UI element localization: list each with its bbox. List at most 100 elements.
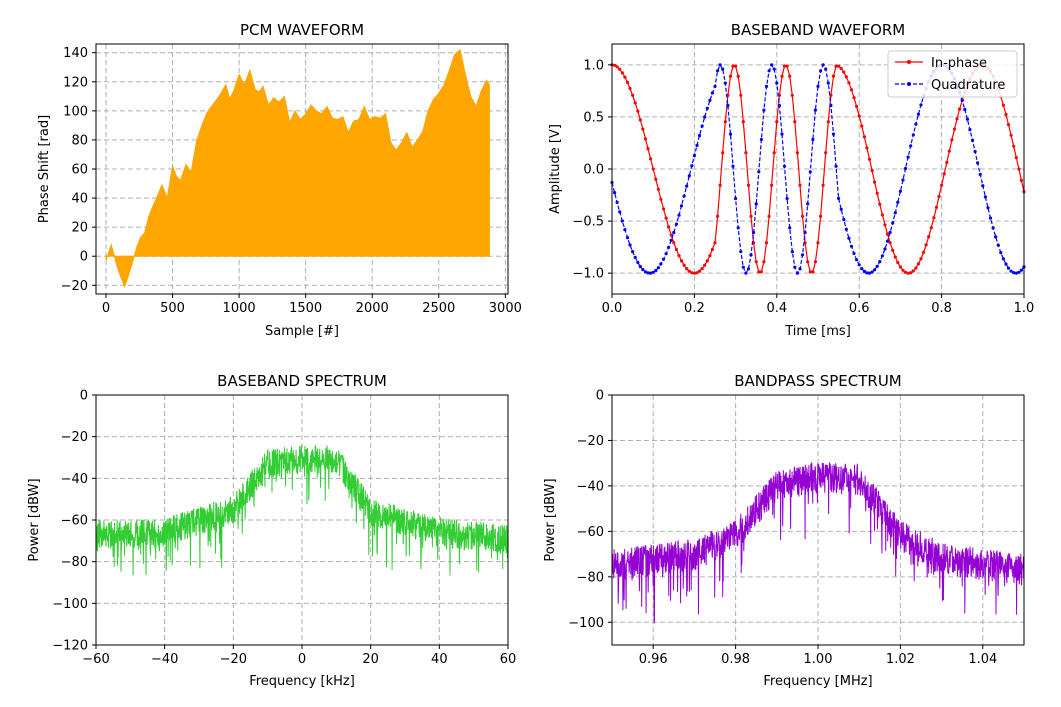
- baseband-waveform-xtick-label: 0.8: [931, 301, 952, 316]
- baseband-waveform-point-in-phase: [649, 157, 653, 161]
- baseband-waveform-point-quadrature: [960, 98, 964, 103]
- baseband-waveform-point-quadrature: [986, 206, 990, 210]
- pcm-waveform-area: [105, 48, 490, 289]
- pcm-waveform-xtick-label: 3000: [489, 301, 522, 316]
- baseband-waveform-point-quadrature: [880, 254, 885, 258]
- baseband-waveform-point-quadrature: [625, 236, 630, 240]
- baseband-waveform-point-in-phase: [903, 270, 908, 274]
- baseband-waveform-point-quadrature: [883, 247, 887, 251]
- baseband-waveform-point-in-phase: [958, 107, 962, 111]
- baseband-waveform-point-in-phase: [790, 93, 794, 97]
- baseband-waveform-point-in-phase: [942, 172, 946, 176]
- baseband-waveform-point-quadrature: [633, 255, 637, 259]
- baseband-waveform-point-quadrature: [685, 184, 689, 188]
- bandpass-spectrum-ytick-label: −20: [577, 434, 604, 449]
- baseband-waveform-point-in-phase: [744, 151, 748, 155]
- pcm-waveform-plot-area: [105, 48, 490, 289]
- baseband-waveform-point-in-phase: [741, 120, 745, 124]
- pcm-waveform-xtick-label: 0: [102, 301, 110, 316]
- baseband-waveform-point-in-phase: [679, 259, 684, 263]
- baseband-waveform-point-in-phase: [785, 64, 789, 68]
- baseband-waveform-point-in-phase: [618, 67, 622, 71]
- baseband-waveform-point-quadrature: [839, 207, 843, 211]
- baseband-waveform-point-in-phase: [749, 214, 753, 218]
- baseband-waveform-point-in-phase: [788, 74, 792, 78]
- baseband-waveform-point-quadrature: [813, 108, 818, 112]
- baseband-waveform-point-in-phase: [734, 64, 738, 68]
- baseband-waveform-point-in-phase: [831, 74, 836, 78]
- baseband-waveform-point-quadrature: [834, 164, 838, 168]
- baseband-waveform-ytick-label: 1.0: [583, 58, 604, 73]
- baseband-waveform-point-quadrature: [963, 107, 967, 112]
- bandpass-spectrum-xtick-label: 0.98: [721, 652, 750, 667]
- baseband-waveform-point-in-phase: [906, 271, 910, 275]
- baseband-waveform-point-quadrature: [1014, 271, 1018, 275]
- baseband-waveform-point-quadrature: [999, 251, 1003, 255]
- legend: In-phase Quadrature: [887, 50, 1018, 98]
- baseband-waveform-point-quadrature: [870, 270, 874, 274]
- baseband-waveform-point-in-phase: [947, 149, 951, 153]
- pcm-waveform-frame: [95, 43, 509, 295]
- baseband-waveform-point-in-phase: [849, 88, 854, 92]
- baseband-waveform-point-in-phase: [710, 247, 715, 252]
- baseband-waveform-point-quadrature: [800, 253, 805, 257]
- baseband-waveform-point-in-phase: [685, 267, 689, 271]
- baseband-waveform-point-quadrature: [628, 243, 632, 247]
- baseband-waveform-point-quadrature: [888, 230, 892, 235]
- baseband-waveform-point-quadrature: [901, 178, 905, 182]
- baseband-waveform-point-quadrature: [777, 103, 782, 108]
- baseband-waveform-point-quadrature: [759, 137, 764, 142]
- baseband-waveform-point-quadrature: [824, 67, 828, 71]
- baseband-waveform-point-quadrature: [656, 266, 661, 270]
- baseband-waveform-point-quadrature: [716, 69, 720, 73]
- baseband-spectrum-ytick-label: −20: [61, 430, 88, 445]
- baseband-waveform-point-in-phase: [708, 254, 712, 258]
- baseband-waveform-ytick-label: −1.0: [572, 267, 604, 282]
- baseband-waveform-point-in-phase: [674, 247, 679, 252]
- baseband-waveform-point-quadrature: [811, 137, 815, 142]
- baseband-waveform-point-quadrature: [664, 252, 668, 256]
- baseband-waveform-point-quadrature: [682, 194, 686, 198]
- baseband-waveform-point-quadrature: [795, 271, 800, 275]
- baseband-waveform-point-in-phase: [870, 169, 874, 173]
- baseband-waveform-point-quadrature: [713, 84, 717, 88]
- pcm-waveform-ytick-label: 20: [71, 221, 88, 236]
- baseband-waveform-point-quadrature: [862, 269, 867, 273]
- baseband-waveform-point-quadrature: [873, 268, 877, 272]
- legend-marker-quadrature: [907, 82, 911, 86]
- baseband-waveform-point-quadrature: [1019, 268, 1024, 272]
- baseband-waveform-point-quadrature: [615, 200, 619, 204]
- baseband-waveform-point-quadrature: [983, 195, 988, 199]
- baseband-waveform-ytick-label: 0.0: [583, 163, 604, 178]
- pcm-waveform-ytick-label: 40: [71, 192, 88, 207]
- baseband-waveform-point-quadrature: [847, 236, 851, 240]
- baseband-waveform-point-in-phase: [728, 74, 733, 78]
- baseband-waveform-point-quadrature: [919, 103, 923, 107]
- baseband-spectrum-frame: [95, 394, 509, 646]
- baseband-waveform-point-quadrature: [978, 172, 982, 176]
- baseband-waveform-line-quadrature: [611, 63, 1025, 275]
- baseband-waveform-point-quadrature: [767, 69, 771, 73]
- baseband-waveform-point-in-phase: [739, 93, 743, 97]
- baseband-waveform-point-in-phase: [891, 248, 895, 252]
- legend-label-quadrature: Quadrature: [931, 78, 1005, 93]
- pcm-waveform-title: PCM WAVEFORM: [240, 21, 364, 39]
- baseband-waveform-point-quadrature: [909, 144, 913, 148]
- pcm-waveform-ytick-label: 100: [63, 104, 88, 119]
- baseband-waveform-panel: BASEBAND WAVEFORM Time [ms] Amplitude [V…: [548, 21, 1034, 339]
- baseband-spectrum-xtick-label: 20: [362, 652, 379, 667]
- baseband-waveform-point-quadrature: [752, 230, 756, 235]
- baseband-waveform-point-in-phase: [1019, 178, 1024, 182]
- baseband-waveform-axes: 0.0 0.2 0.4 0.6 0.8 1.0 −1.0 −0.5 0.0 0.5 1.0: [572, 43, 1034, 316]
- baseband-waveform-point-quadrature: [916, 112, 921, 116]
- baseband-waveform-point-in-phase: [780, 74, 784, 78]
- baseband-waveform-point-in-phase: [816, 241, 820, 245]
- baseband-waveform-point-quadrature: [1017, 270, 1021, 274]
- baseband-spectrum-xtick-label: 40: [431, 652, 448, 667]
- baseband-waveform-point-in-phase: [628, 86, 632, 91]
- baseband-waveform-point-quadrature: [754, 202, 758, 206]
- baseband-spectrum-xtick-label: −20: [220, 652, 247, 667]
- pcm-waveform-ytick-label: 120: [63, 75, 88, 90]
- bandpass-spectrum-xtick-label: 1.04: [968, 652, 997, 667]
- baseband-waveform-point-quadrature: [1012, 271, 1016, 275]
